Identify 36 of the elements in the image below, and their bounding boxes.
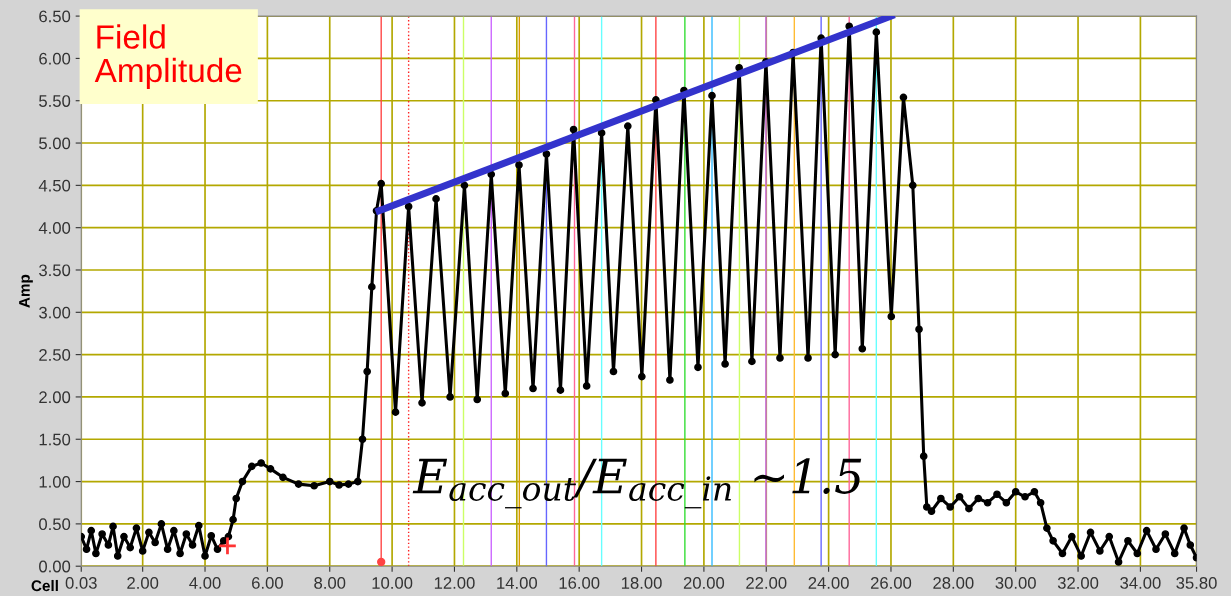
y-tick-label: 6.00: [39, 52, 71, 65]
x-tick-label: 22.00: [746, 577, 787, 589]
x-tick-label: 30.00: [995, 577, 1036, 589]
y-tick-label: 1.50: [39, 433, 71, 446]
x-tick-label: 4.00: [189, 577, 221, 589]
y-axis-title: Amp: [19, 274, 33, 308]
x-tick-label: 16.00: [559, 577, 600, 589]
y-tick-label: 4.00: [38, 222, 71, 234]
x-tick-label: 24.00: [808, 577, 849, 589]
x-tick-label: 35.80: [1176, 577, 1217, 589]
y-tick-label: 3.50: [39, 264, 71, 277]
x-tick-label: 6.00: [252, 577, 283, 589]
x-tick-label: 8.00: [314, 577, 346, 589]
y-tick-label: 6.50: [39, 10, 71, 23]
y-tick-label: 0.50: [39, 518, 71, 531]
x-tick-label: 34.00: [1120, 577, 1161, 589]
x-tick-label: 18.00: [621, 577, 662, 589]
y-tick-label: 4.50: [38, 179, 71, 192]
x-tick-label: 0.03: [65, 577, 97, 589]
y-tick-label: 0.00: [39, 560, 71, 573]
y-tick-label: 2.00: [39, 391, 71, 404]
x-tick-label: 12.00: [434, 577, 475, 589]
x-tick-label: 10.00: [372, 577, 413, 589]
y-tick-label: 1.00: [39, 475, 71, 488]
y-tick-label: 5.00: [39, 137, 71, 150]
x-tick-label: 26.00: [870, 577, 912, 589]
x-tick-label: 32.00: [1057, 577, 1099, 589]
y-tick-label: 2.50: [39, 349, 71, 361]
x-tick-label: 28.00: [933, 577, 974, 589]
x-tick-label: 14.00: [497, 577, 538, 589]
x-tick-label: 20.00: [683, 577, 725, 589]
y-tick-label: 3.00: [39, 306, 71, 319]
y-tick-label: 5.50: [39, 95, 71, 107]
x-tick-label: 2.00: [127, 577, 159, 589]
x-axis-title: Cell: [31, 579, 58, 592]
annotation: Field Amplitude: [94, 24, 242, 89]
